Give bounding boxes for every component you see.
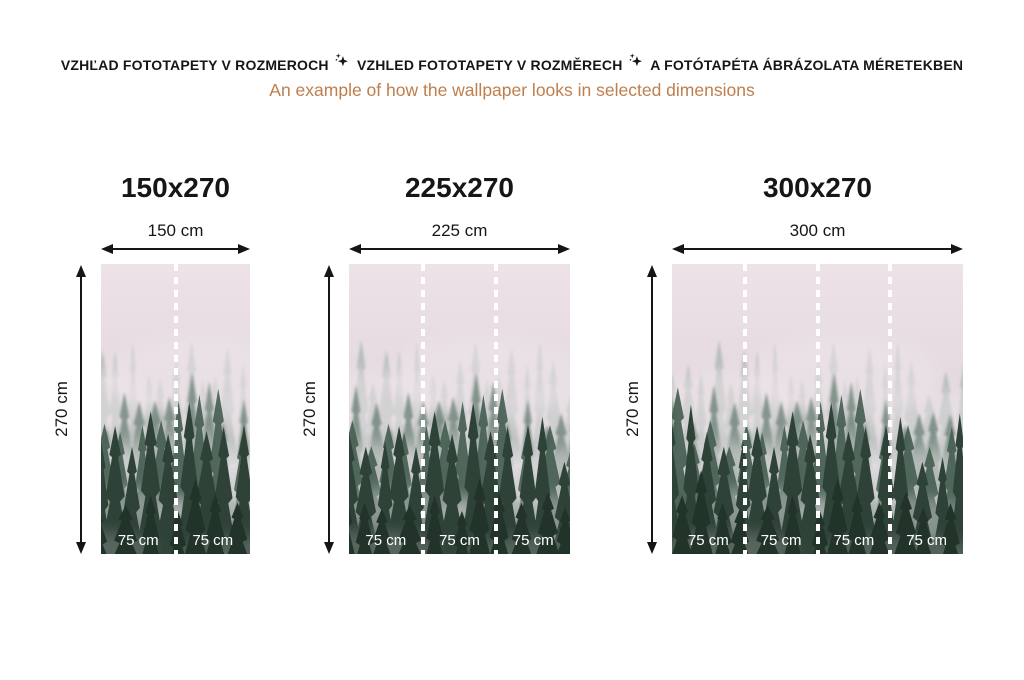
height-arrow (323, 265, 335, 554)
arrowhead-up-icon (76, 265, 86, 277)
title-hungarian: A FOTÓTAPÉTA ÁBRÁZOLATA MÉRETEKBEN (650, 57, 964, 73)
section-width-label: 75 cm (117, 532, 159, 549)
section-width-label: 75 cm (365, 532, 407, 549)
arrow-line (328, 274, 330, 545)
height-arrow (646, 265, 658, 554)
panel-sections: 75 cm 75 cm (101, 532, 250, 549)
panel-300x270-width-label: 300 cm (789, 221, 846, 240)
section-width-label: 75 cm (906, 532, 948, 549)
panel-seam-divider (815, 264, 820, 554)
page-subtitle: An example of how the wallpaper looks in… (269, 80, 755, 100)
panel-300x270-height-label: 270 cm (623, 381, 642, 437)
panel-seam-divider (494, 264, 499, 554)
panel-150x270-height-label: 270 cm (52, 381, 71, 437)
panel-300x270-title: 300x270 (762, 172, 872, 203)
arrowhead-up-icon (647, 265, 657, 277)
section-width-label: 75 cm (760, 532, 802, 549)
arrow-line (651, 274, 653, 545)
arrow-line (358, 248, 561, 250)
arrowhead-right-icon (951, 244, 963, 254)
arrowhead-left-icon (101, 244, 113, 254)
misty-forest-image (349, 264, 570, 554)
wallpaper-preview-225x270: 75 cm 75 cm 75 cm (349, 264, 570, 554)
sparkles-icon (335, 53, 348, 71)
section-width-label: 75 cm (439, 532, 480, 549)
section-width-label: 75 cm (192, 532, 234, 549)
arrowhead-right-icon (558, 244, 570, 254)
sparkles-icon (629, 53, 642, 71)
arrowhead-down-icon (324, 542, 334, 554)
arrowhead-down-icon (76, 542, 86, 554)
panel-sections: 75 cm 75 cm 75 cm (349, 532, 570, 549)
panel-225x270-title: 225x270 (404, 172, 514, 203)
arrowhead-left-icon (349, 244, 361, 254)
panel-150x270-title: 150x270 (120, 172, 230, 203)
section-width-label: 75 cm (833, 532, 875, 549)
arrowhead-right-icon (238, 244, 250, 254)
panel-seam-divider (742, 264, 747, 554)
panel-seam-divider (420, 264, 425, 554)
section-width-label: 75 cm (512, 532, 554, 549)
panel-225x270-width-label: 225 cm (431, 221, 488, 240)
wallpaper-preview-150x270: 75 cm 75 cm (101, 264, 250, 554)
arrowhead-down-icon (647, 542, 657, 554)
title-slovak: VZHĽAD FOTOTAPETY V ROZMEROCH (60, 57, 329, 73)
width-arrow (672, 243, 963, 255)
arrow-line (80, 274, 82, 545)
panel-sections: 75 cm 75 cm 75 cm 75 cm (672, 532, 963, 549)
section-width-label: 75 cm (687, 532, 729, 549)
height-arrow (75, 265, 87, 554)
arrowhead-left-icon (672, 244, 684, 254)
arrow-line (681, 248, 954, 250)
wallpaper-preview-300x270: 75 cm 75 cm 75 cm 75 cm (672, 264, 963, 554)
title-czech: VZHLED FOTOTAPETY V ROZMĚRECH (356, 57, 623, 73)
width-arrow (349, 243, 570, 255)
page-title: VZHĽAD FOTOTAPETY V ROZMEROCH VZHLED FOT… (0, 53, 1024, 73)
arrow-line (110, 248, 241, 250)
panel-seam-divider (888, 264, 893, 554)
panel-150x270-width-label: 150 cm (147, 221, 204, 240)
width-arrow (101, 243, 250, 255)
arrowhead-up-icon (324, 265, 334, 277)
panel-225x270-height-label: 270 cm (300, 381, 319, 437)
panel-seam-divider (173, 264, 178, 554)
